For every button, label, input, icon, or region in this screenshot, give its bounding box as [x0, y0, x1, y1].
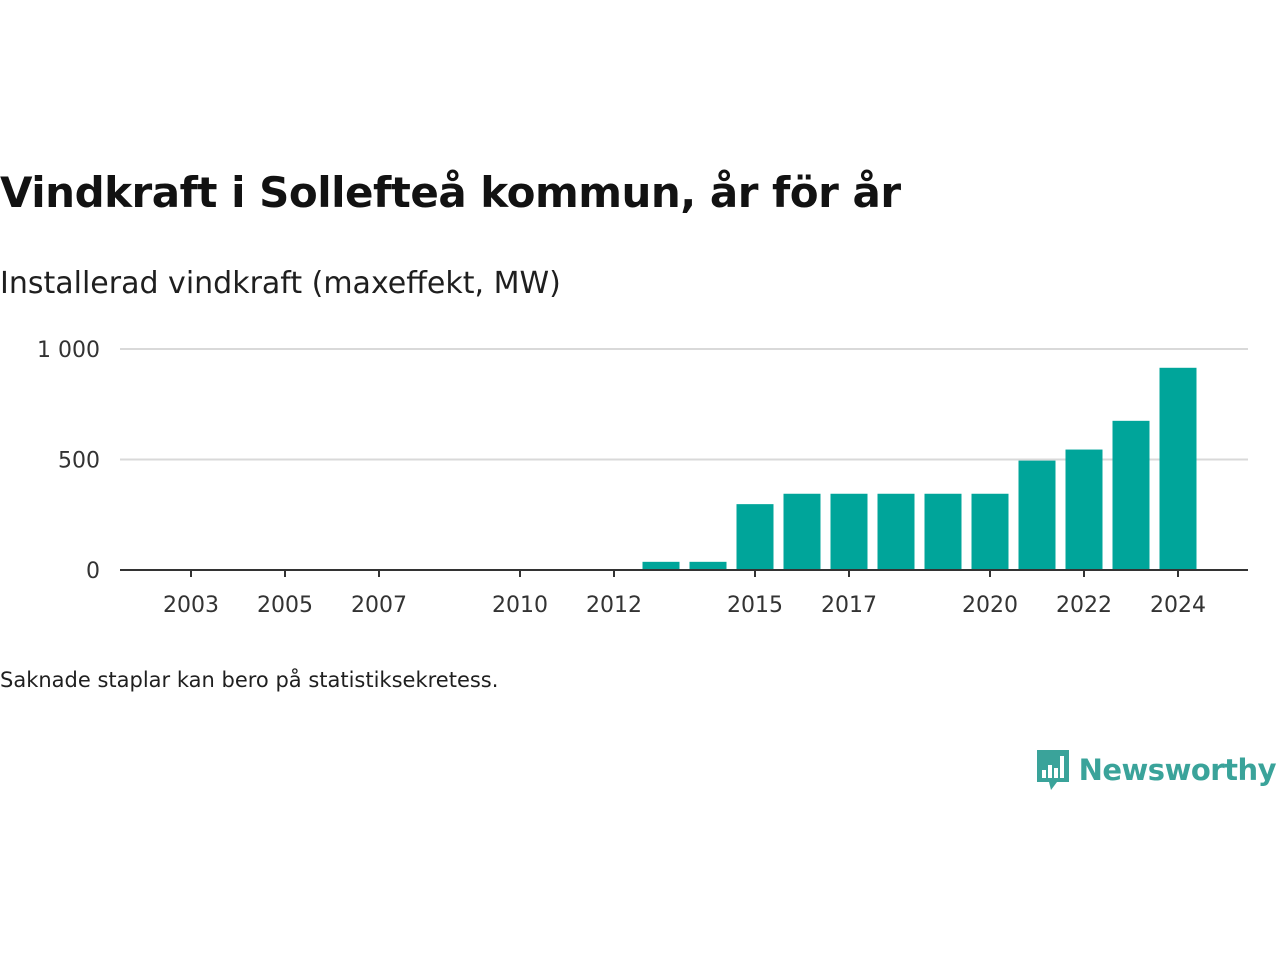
bar-2014	[689, 561, 727, 570]
chart-subtitle: Installerad vindkraft (maxeffekt, MW)	[0, 266, 561, 301]
brand-logo[interactable]: Newsworthy	[1035, 748, 1277, 792]
bar-chart-speech-bubble-icon	[1036, 750, 1069, 790]
bar-2021	[1018, 460, 1056, 570]
bar-2017	[830, 493, 868, 570]
x-tick-label: 2010	[492, 593, 548, 618]
x-tick-label: 2005	[257, 593, 313, 618]
axes: 0 500 1 000 2003 2005 2007 2010 2012 2015 2017 202…	[37, 338, 1248, 618]
x-tick-label: 2020	[962, 593, 1018, 618]
x-tick-label: 2007	[351, 593, 407, 618]
bar-chart: 0 500 1 000 2003 2005 2007 2010 2012 2015 2017 202…	[37, 338, 1248, 618]
bars	[642, 367, 1197, 570]
x-tick-label: 2024	[1150, 593, 1206, 618]
bar-2023	[1112, 420, 1150, 570]
bar-2022	[1065, 449, 1103, 570]
bar-2013	[642, 561, 680, 570]
x-tick-label: 2015	[727, 593, 783, 618]
brand-name: Newsworthy	[1078, 753, 1277, 787]
bar-2015	[736, 504, 774, 570]
footnote: Saknade staplar kan bero på statistiksek…	[0, 668, 499, 692]
x-tick-label: 2012	[586, 593, 642, 618]
x-tick-label: 2022	[1056, 593, 1112, 618]
bar-2020	[971, 493, 1009, 570]
y-tick-label: 1 000	[37, 338, 100, 363]
y-tick-label: 0	[86, 559, 100, 584]
y-tick-label: 500	[58, 449, 100, 474]
grid-lines	[120, 348, 1248, 461]
bar-2019	[924, 493, 962, 570]
x-tick-label: 2017	[821, 593, 877, 618]
x-tick-label: 2003	[163, 593, 219, 618]
bar-2016	[783, 493, 821, 570]
bar-2018	[877, 493, 915, 570]
bar-2024	[1159, 367, 1197, 570]
chart-title: Vindkraft i Sollefteå kommun, år för år	[0, 168, 901, 217]
